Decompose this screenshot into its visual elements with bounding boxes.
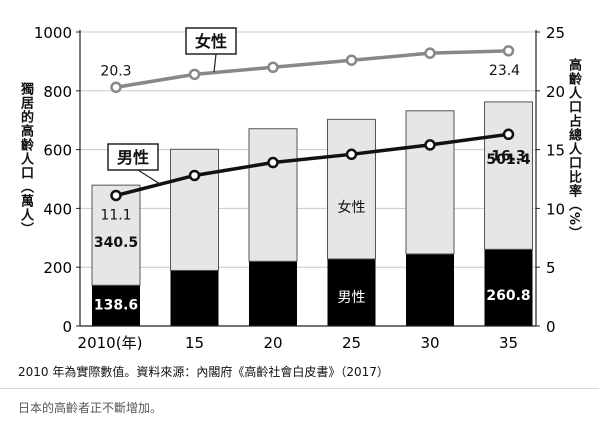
caption: 日本的高齡者正不斷增加。 — [18, 401, 163, 415]
y-tick-label-left: 400 — [43, 200, 72, 218]
point-female-ratio — [345, 54, 358, 66]
line-female-ratio — [115, 49, 509, 89]
bar-female — [405, 110, 455, 255]
callout-male-box — [107, 143, 159, 171]
y-tick-label-left: 600 — [43, 142, 72, 160]
bar-male — [170, 270, 219, 326]
lines — [110, 45, 515, 202]
point-male-ratio — [345, 148, 358, 161]
bar-male — [484, 249, 533, 326]
y-tick-label-right: 5 — [546, 259, 556, 277]
x-tick-label: 15 — [185, 334, 204, 352]
y-tick-label-left: 200 — [43, 259, 72, 277]
bar-label-female: 501.4 — [486, 152, 531, 168]
callout-male-text: 男性 — [117, 148, 149, 167]
line-label-female: 20.3 — [100, 63, 131, 79]
divider — [0, 388, 599, 389]
y-axis-label-right: 高齡人口占總人口比率（%） — [566, 58, 581, 241]
x-tick-label: 20 — [263, 334, 282, 352]
y-tick-label-right: 10 — [546, 200, 565, 218]
line-label-female: 23.4 — [489, 63, 520, 79]
x-tick-label: 35 — [499, 334, 518, 352]
point-female-ratio — [502, 45, 515, 57]
y-tick-label-left: 800 — [43, 83, 72, 101]
bar-label-male: 260.8 — [486, 288, 530, 304]
source-note: 2010 年為實際數值。資料來源：內閣府《高齡社會白皮書》（2017） — [18, 365, 389, 379]
axes: 0 200 400 600 800 1000 0 5 10 15 20 25 2010(年) 15 20 25… — [34, 24, 565, 352]
line-male-ratio — [115, 132, 509, 198]
callout-female-box — [185, 27, 237, 55]
bar-female — [248, 128, 298, 262]
point-male-ratio — [188, 169, 201, 182]
y-tick-label-right: 0 — [546, 318, 556, 336]
series-label-female: 女性 — [338, 199, 366, 216]
point-female-ratio — [188, 68, 201, 81]
callout-male-pointer — [137, 169, 161, 185]
bar-male — [327, 258, 376, 326]
point-female-ratio — [267, 61, 279, 74]
y-tick-label-right: 15 — [546, 142, 565, 160]
y-axis-label-left: 獨居的高齡人口（萬人） — [18, 82, 33, 236]
bars — [91, 101, 533, 326]
bar-label-male: 138.6 — [94, 297, 138, 313]
series-label-male: 男性 — [338, 290, 366, 306]
point-female-ratio — [424, 47, 436, 59]
callout-female-pointer — [213, 53, 217, 73]
bar-male — [249, 261, 297, 326]
point-female-ratio — [110, 81, 122, 94]
bar-male — [406, 253, 454, 326]
point-male-ratio — [110, 189, 122, 202]
x-tick-label: 30 — [420, 334, 439, 352]
y-tick-label-left: 0 — [62, 318, 72, 336]
y-tick-label-left: 1000 — [34, 24, 72, 42]
bar-female — [170, 148, 219, 271]
bar-male — [92, 285, 140, 326]
line-label-male: 16.3 — [491, 148, 526, 164]
bar-female — [484, 101, 533, 250]
y-tick-label-right: 25 — [546, 24, 565, 42]
x-tick-label: 2010(年) — [78, 334, 143, 352]
bar-female — [91, 184, 141, 286]
bar-label-female: 340.5 — [94, 235, 138, 251]
bar-female — [327, 118, 376, 260]
y-tick-label-right: 20 — [546, 83, 565, 101]
callout-female-text: 女性 — [195, 32, 227, 51]
point-male-ratio — [267, 156, 279, 169]
line-label-male: 11.1 — [100, 207, 131, 223]
x-tick-label: 25 — [342, 334, 361, 352]
point-male-ratio — [502, 128, 515, 141]
point-male-ratio — [424, 139, 436, 151]
